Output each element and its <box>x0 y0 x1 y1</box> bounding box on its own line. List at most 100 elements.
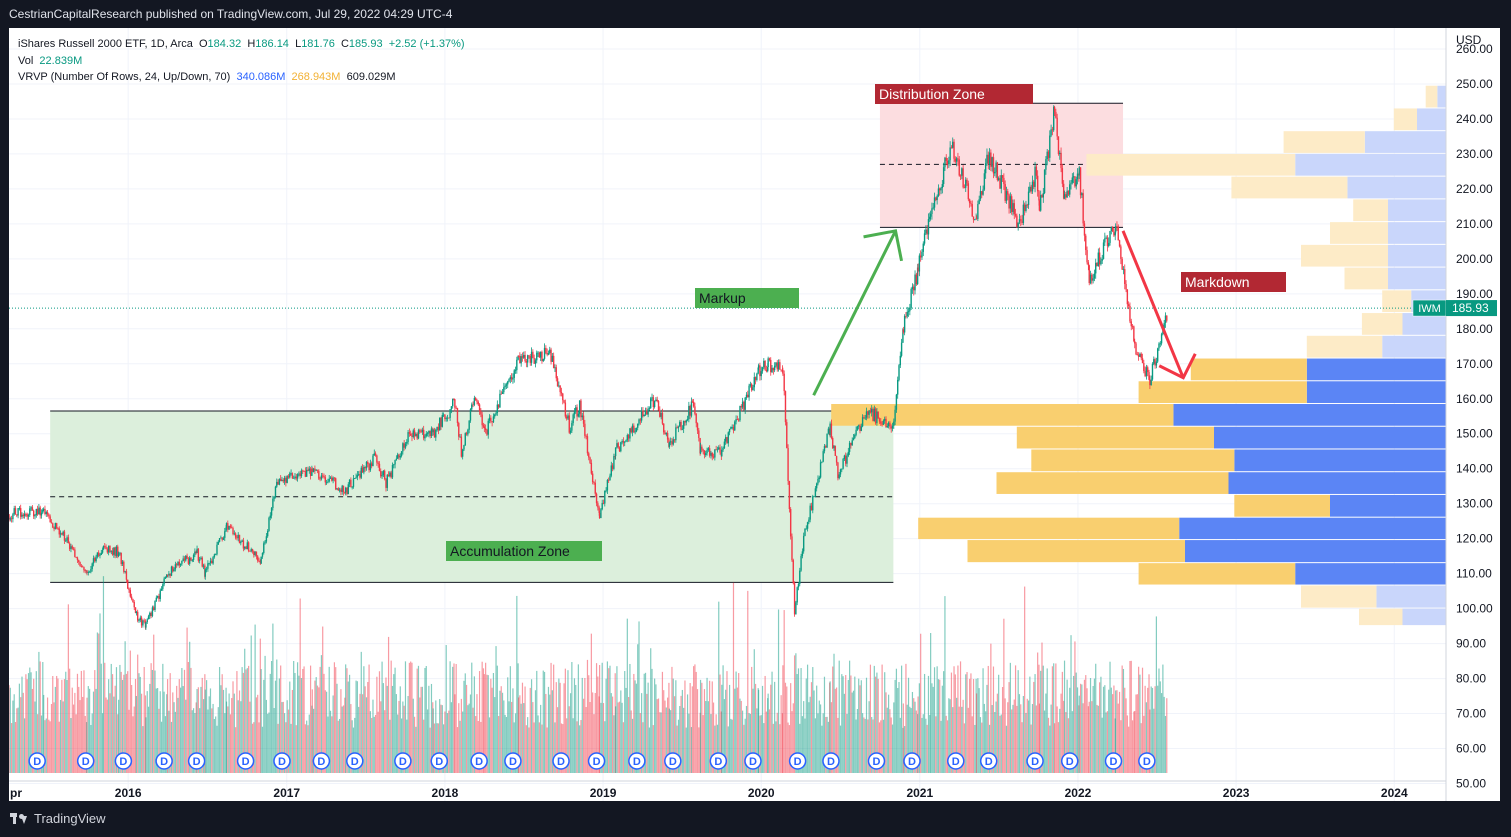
volume-bar <box>1145 702 1148 773</box>
volume-bar <box>988 724 991 773</box>
volume-bar <box>967 707 969 773</box>
candle-body <box>614 447 617 457</box>
volume-bar <box>327 716 329 773</box>
volume-bar <box>1085 675 1087 773</box>
candle-body <box>884 418 886 421</box>
candle-body <box>845 455 847 464</box>
dividend-marker-label: D <box>160 756 168 768</box>
candle-body <box>499 393 501 408</box>
volume-bar <box>491 687 493 773</box>
volume-bar <box>602 703 605 773</box>
dividend-marker: D <box>430 752 449 770</box>
volume-bar <box>620 690 622 773</box>
candle-body <box>732 426 735 431</box>
candle-body <box>532 351 534 358</box>
volume-bar <box>425 666 427 773</box>
candle-body <box>756 373 758 380</box>
candle-body <box>854 434 856 438</box>
y-tick-label: 80.00 <box>1456 672 1486 686</box>
volume-bar <box>185 699 187 773</box>
volume-bar <box>139 676 141 773</box>
candle-body <box>714 449 716 458</box>
candle-body <box>923 233 926 244</box>
markup-label[interactable]: Markup <box>695 288 799 308</box>
volume-bar <box>714 725 716 773</box>
volume-bar <box>1108 689 1110 773</box>
candle-body <box>492 416 495 423</box>
dividend-marker-circle <box>430 752 449 770</box>
volume-bar <box>400 718 403 773</box>
candle-body <box>151 607 154 616</box>
candle-body <box>555 367 557 379</box>
accumulation-zone-label[interactable]: Accumulation Zone <box>446 541 602 561</box>
volume-bar <box>199 708 201 773</box>
legend-h-label: H <box>247 38 256 50</box>
volume-bar <box>589 702 591 773</box>
candle-body <box>948 160 950 165</box>
candle-body <box>992 157 995 174</box>
markdown-label[interactable]: Markdown <box>1181 272 1286 292</box>
candle-body <box>333 477 336 479</box>
candle-body <box>536 352 538 361</box>
candle-body <box>895 394 898 410</box>
candles <box>9 105 1168 630</box>
candle-body <box>31 507 34 511</box>
candle-body <box>546 352 548 355</box>
volume-bar <box>981 722 983 773</box>
volume-bar <box>181 667 183 773</box>
candle-body <box>941 184 944 189</box>
volume-bar <box>582 698 585 773</box>
volume-bar <box>58 721 60 773</box>
volume-bar <box>365 697 368 773</box>
volume-bar <box>108 679 110 773</box>
volume-bar <box>371 717 373 773</box>
volume-bar <box>170 721 173 773</box>
volume-bar <box>478 671 481 773</box>
volume-bar <box>1160 693 1163 773</box>
volume-bar <box>774 681 776 773</box>
candle-body <box>264 541 266 544</box>
candle-body <box>880 421 882 424</box>
volume-bar <box>124 641 126 773</box>
candle-body <box>590 462 593 474</box>
candle-body <box>1110 227 1113 232</box>
volume-bar <box>1109 661 1111 773</box>
candle-body <box>195 551 197 554</box>
distribution-zone-label[interactable]: Distribution Zone <box>875 84 1033 104</box>
tradingview-logo[interactable]: TradingView <box>10 811 106 826</box>
candle-body <box>117 546 119 557</box>
candle-body <box>155 597 158 601</box>
candle-body <box>991 157 993 167</box>
chart-legend: iShares Russell 2000 ETF, 1D, Arca O184.… <box>18 36 465 86</box>
candle-body <box>889 422 891 427</box>
volume-bar <box>837 717 839 773</box>
candle-body <box>357 474 360 475</box>
volume-bar <box>584 677 586 773</box>
candle-body <box>671 441 673 445</box>
volume-bar <box>384 710 386 773</box>
candle-body <box>455 407 457 409</box>
candle-body <box>190 557 192 561</box>
candle-body <box>373 453 375 456</box>
dividend-marker-circle <box>346 752 364 770</box>
volume-profile-up-bar <box>1330 494 1446 517</box>
dividend-marker: D <box>947 752 965 770</box>
candle-body <box>96 552 99 557</box>
volume-bar <box>344 697 346 773</box>
volume-bar <box>131 684 133 773</box>
candle-body <box>1071 177 1074 183</box>
candle-body <box>194 551 196 555</box>
candle-body <box>229 525 232 528</box>
volume-bar <box>1075 672 1077 773</box>
volume-bar <box>718 601 720 773</box>
candle-body <box>332 477 334 481</box>
volume-bar <box>540 704 542 773</box>
candle-body <box>1126 289 1129 305</box>
candle-body <box>1130 321 1132 327</box>
candle-body <box>441 415 444 427</box>
candle-body <box>1038 200 1041 211</box>
candle-body <box>1046 151 1048 160</box>
volume-profile-up-bar <box>1437 85 1446 108</box>
